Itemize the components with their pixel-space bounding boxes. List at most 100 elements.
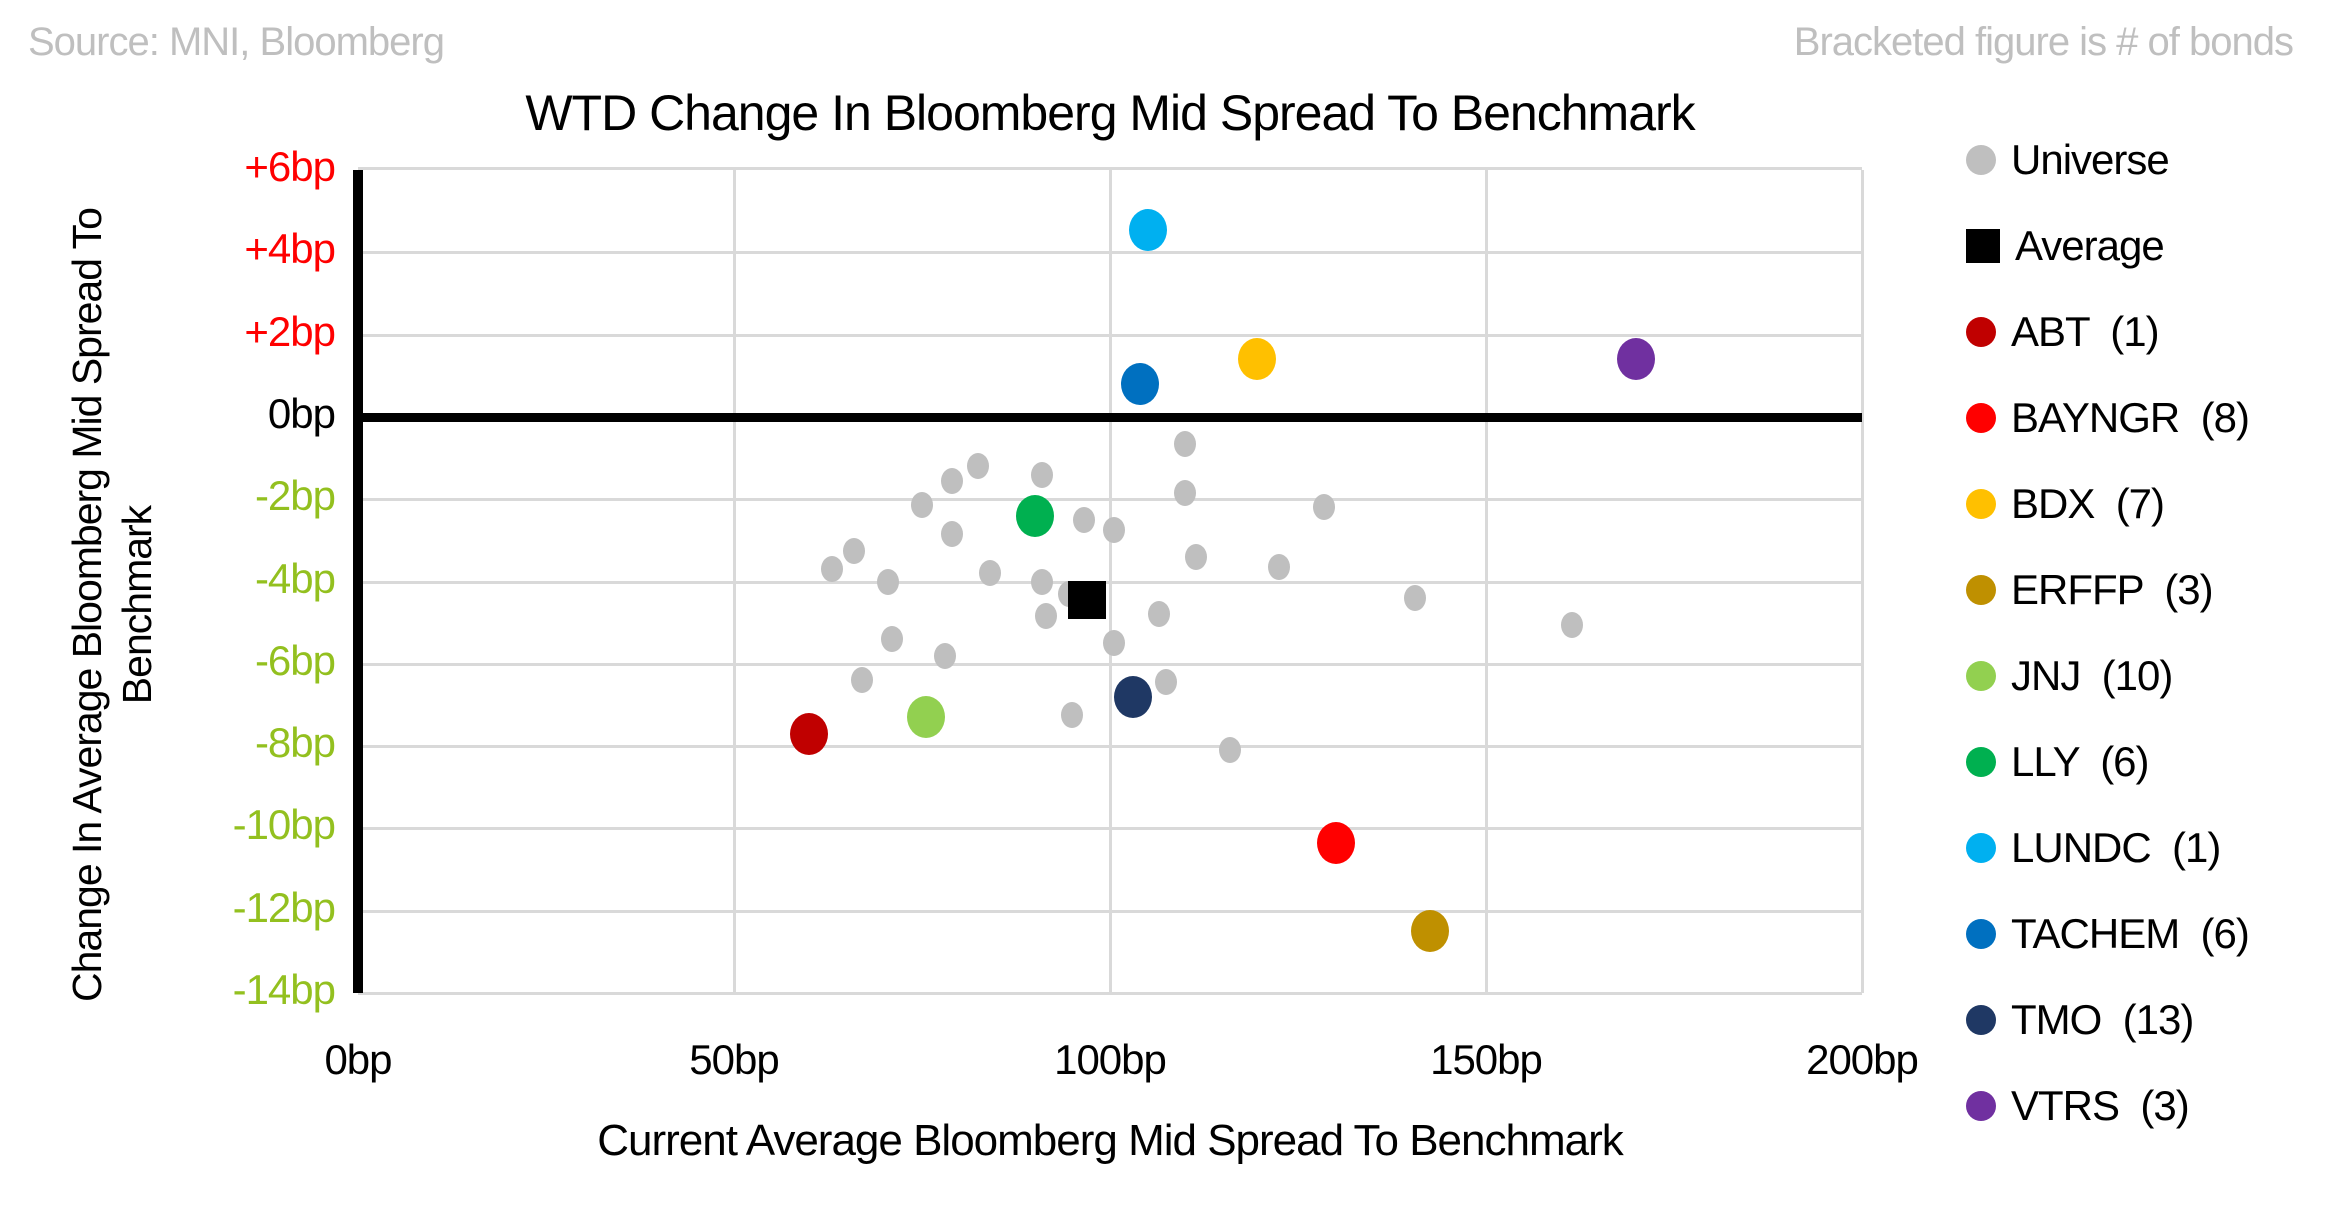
legend-item-tmo: TMO (13) [1966, 995, 2321, 1045]
scatter-point-universe [1147, 601, 1170, 628]
scatter-point-universe [1313, 494, 1336, 521]
legend-item-jnj: JNJ (10) [1966, 651, 2321, 701]
scatter-point-universe [967, 453, 990, 480]
scatter-point-universe [1174, 430, 1197, 457]
scatter-point-universe [1102, 630, 1125, 657]
gridline-y--4 [358, 580, 1862, 584]
y-tick-label--8: -8bp [254, 719, 336, 767]
y-tick-label-2: +2bp [244, 307, 336, 355]
scatter-point-universe [1031, 461, 1054, 488]
legend-swatch-lundc-circle-icon [1966, 833, 1996, 863]
legend-swatch-jnj-circle-icon [1966, 661, 1996, 691]
y-tick-label--2: -2bp [254, 472, 336, 520]
scatter-point-universe [1155, 669, 1178, 696]
scatter-point-abt [790, 712, 829, 755]
y-tick-label-6: +6bp [244, 143, 336, 190]
source-note: Source: MNI, Bloomberg [28, 20, 445, 64]
legend-swatch-bdx-circle-icon [1966, 489, 1996, 519]
legend-swatch-erffp-circle-icon [1966, 575, 1996, 605]
y-tick-label--14: -14bp [232, 966, 336, 1013]
x-tick-label-0: 0bp [324, 1036, 392, 1083]
gridline-y--8 [358, 745, 1862, 749]
zero-line [358, 412, 1862, 422]
scatter-point-universe [911, 492, 933, 519]
scatter-point-universe [877, 568, 900, 595]
legend-item-lly: LLY (6) [1966, 737, 2321, 787]
legend-item-abt: ABT (1) [1966, 307, 2321, 357]
x-axis-title: Current Average Bloomberg Mid Spread To … [597, 1116, 1624, 1165]
x-tick-labels: 0bp 50bp 100bp 150bp 200bp [324, 1036, 1918, 1086]
scatter-point-erffp [1410, 910, 1449, 953]
legend-item-universe: Universe [1966, 135, 2321, 185]
plot-area [353, 167, 1864, 995]
scatter-point-universe [1561, 611, 1584, 638]
x-tick-label-50: 50bp [689, 1036, 779, 1083]
scatter-point-tachem [1121, 362, 1160, 405]
gridline-y-2 [358, 333, 1862, 337]
scatter-point-universe [1174, 480, 1197, 507]
gridline-y-4 [358, 251, 1862, 255]
gridline-y--6 [358, 662, 1862, 666]
legend-label-lly: LLY (6) [2011, 738, 2150, 785]
legend-item-erffp: ERFFP (3) [1966, 565, 2321, 615]
scatter-point-vtrs [1617, 338, 1656, 381]
legend-item-tachem: TACHEM (6) [1966, 909, 2321, 959]
gridline-y--14 [358, 992, 1862, 995]
scatter-point-universe [933, 642, 956, 669]
y-tick-labels: +6bp +4bp +2bp 0bp -2bp -4bp -6bp -8bp -10bp -12b… [110, 146, 336, 1011]
legend-label-universe: Universe [2011, 136, 2170, 183]
scatter-point-universe [941, 521, 964, 548]
legend-swatch-abt-circle-icon [1966, 317, 1996, 347]
scatter-point-universe [1072, 506, 1095, 533]
legend-swatch-lly-circle-icon [1966, 747, 1996, 777]
gridline-y--12 [358, 909, 1862, 913]
scatter-point-universe [850, 667, 873, 694]
y-tick-label--10: -10bp [232, 801, 336, 849]
chart-title: WTD Change In Bloomberg Mid Spread To Be… [525, 85, 1695, 141]
x-tick-label-150: 150bp [1430, 1036, 1543, 1083]
legend-label-lundc: LUNDC (1) [2011, 824, 2221, 871]
legend-swatch-universe-circle-icon [1966, 145, 1996, 175]
scatter-point-bdx [1237, 338, 1276, 381]
legend-item-bdx: BDX (7) [1966, 479, 2321, 529]
bracket-note: Bracketed figure is # of bonds [1793, 20, 2294, 64]
x-tick-label-100: 100bp [1054, 1036, 1167, 1083]
scatter-point-universe [1061, 702, 1084, 729]
legend-item-average: Average [1966, 221, 2321, 271]
scatter-point-jnj [906, 696, 945, 739]
legend-swatch-bayngr-circle-icon [1966, 403, 1996, 433]
legend-item-lundc: LUNDC (1) [1966, 823, 2321, 873]
legend-label-tmo: TMO (13) [2011, 996, 2194, 1043]
scatter-point-universe [978, 560, 1001, 587]
scatter-point-universe [1268, 554, 1291, 581]
legend-swatch-tmo-circle-icon [1966, 1005, 1996, 1035]
legend-label-average: Average [2015, 222, 2165, 269]
scatter-point-universe [1102, 517, 1125, 544]
legend-item-bayngr: BAYNGR (8) [1966, 393, 2321, 443]
y-tick-label-4: +4bp [244, 225, 336, 273]
y-axis-line [353, 170, 363, 993]
legend-label-jnj: JNJ (10) [2011, 652, 2173, 699]
scatter-point-universe [941, 467, 964, 494]
scatter-point-average [1068, 581, 1107, 620]
legend-label-bayngr: BAYNGR (8) [2011, 394, 2250, 441]
gridline-y--10 [358, 827, 1862, 831]
y-tick-label-0: 0bp [267, 389, 336, 437]
y-tick-label--12: -12bp [232, 883, 336, 931]
scatter-point-universe [1219, 737, 1242, 764]
legend-label-erffp: ERFFP (3) [2011, 566, 2214, 613]
x-tick-label-200: 200bp [1806, 1036, 1919, 1083]
y-tick-label--6: -6bp [254, 636, 336, 684]
legend-label-abt: ABT (1) [2011, 308, 2160, 355]
scatter-point-universe [1035, 603, 1058, 630]
legend-swatch-average-square-icon [1966, 229, 2000, 263]
y-tick-label--4: -4bp [254, 554, 336, 602]
legend-label-bdx: BDX (7) [2011, 480, 2165, 527]
scatter-point-universe [1185, 543, 1208, 570]
scatter-point-lly [1015, 494, 1054, 537]
scatter-point-universe [820, 556, 843, 583]
legend: Universe Average ABT (1) BAYNGR (8) BDX (7) E… [1966, 135, 2321, 1167]
scatter-point-bayngr [1316, 821, 1355, 864]
legend-swatch-tachem-circle-icon [1966, 919, 1996, 949]
legend-label-vtrs: VTRS (3) [2011, 1082, 2190, 1129]
